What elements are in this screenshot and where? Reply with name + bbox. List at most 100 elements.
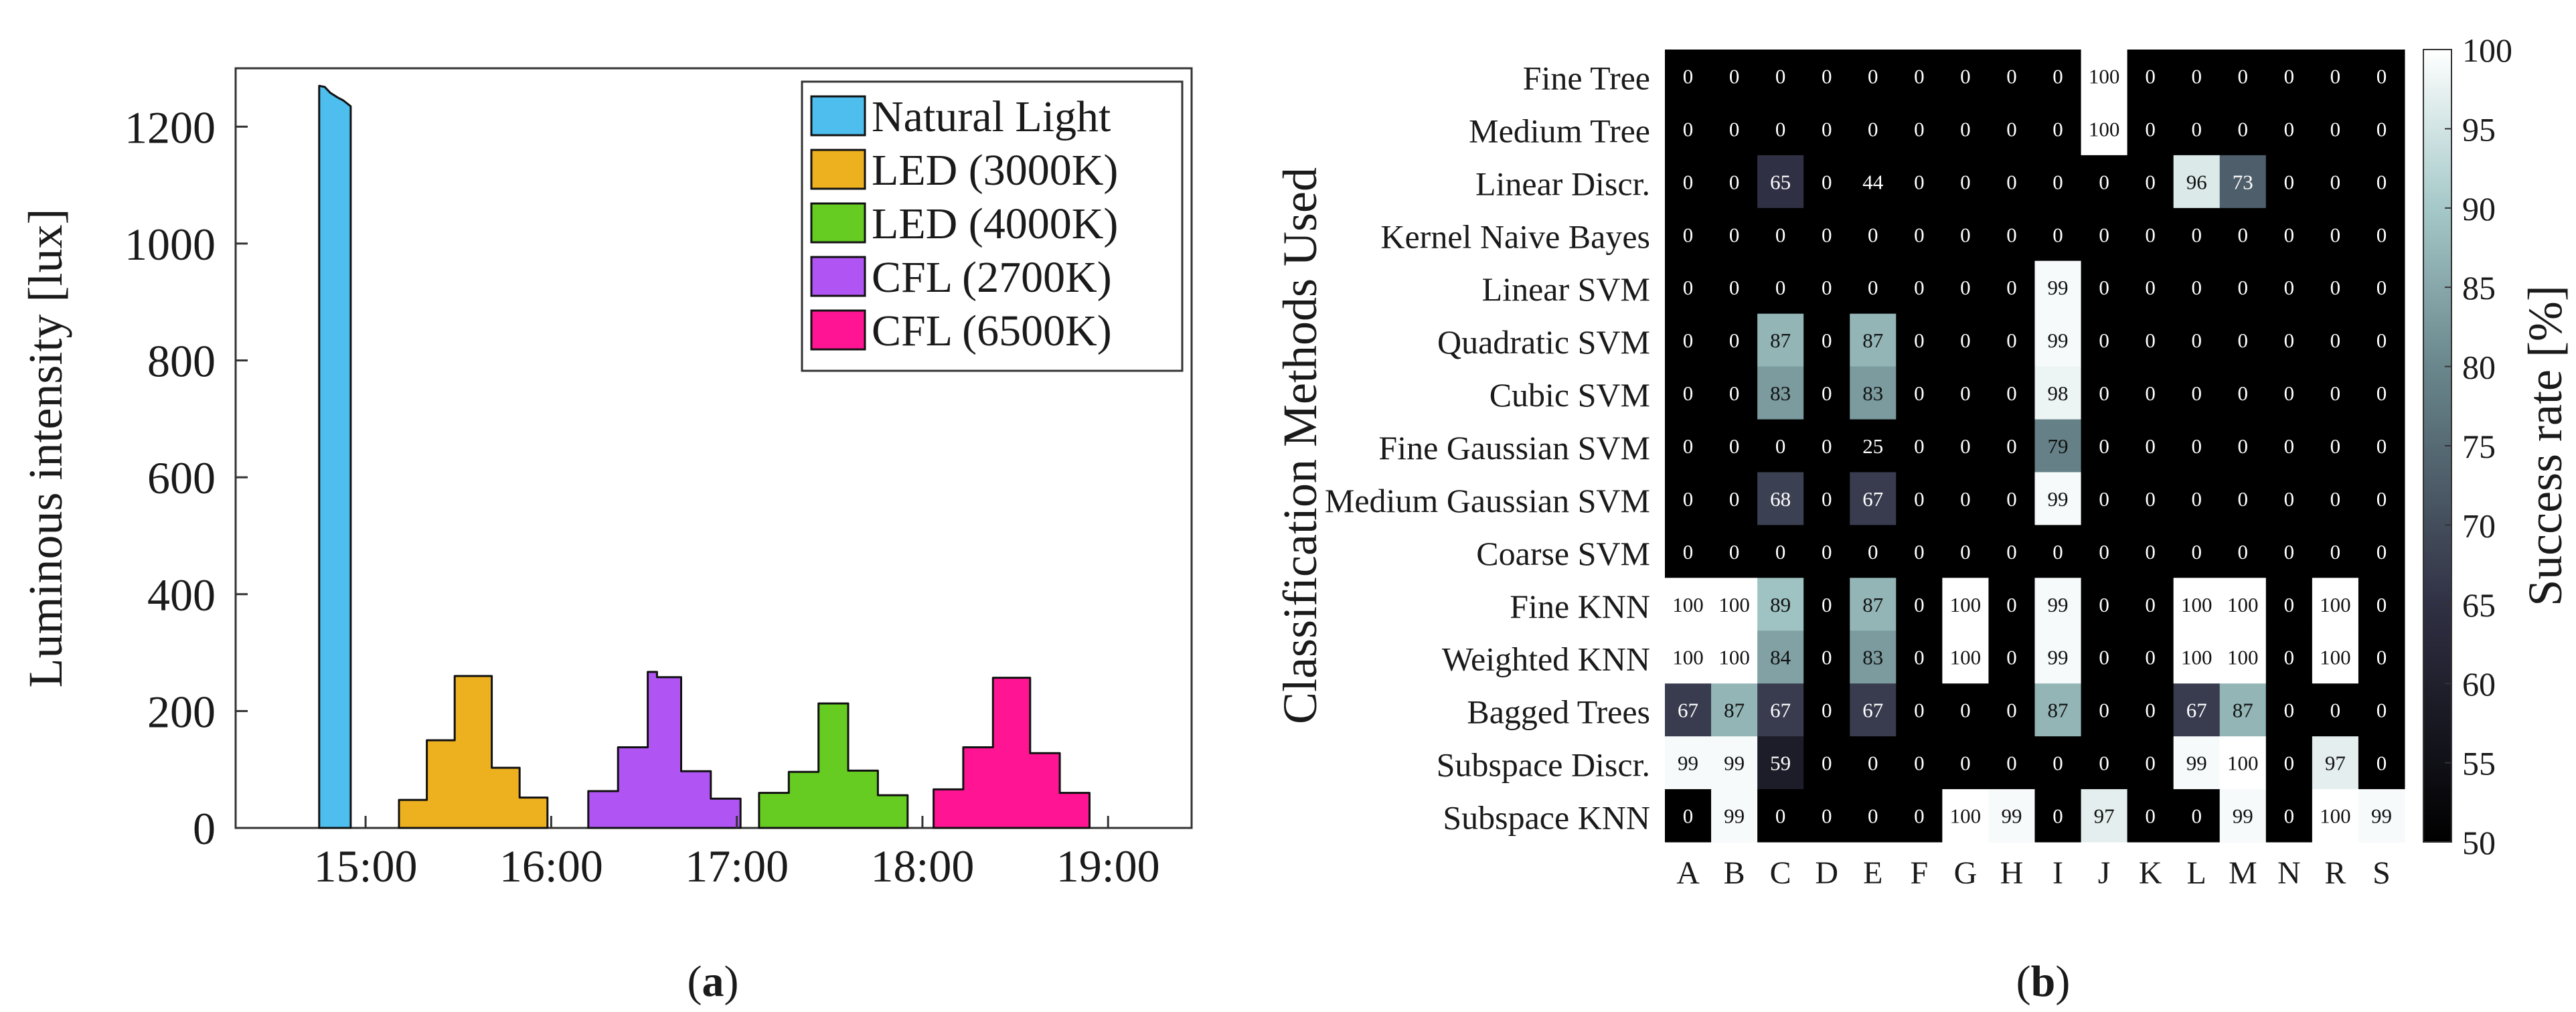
heatmap-cell bbox=[2358, 155, 2405, 209]
heatmap-cell bbox=[1757, 50, 1804, 103]
cell-value-label: 0 bbox=[1960, 699, 1971, 722]
cell-value-label: 89 bbox=[1770, 593, 1791, 616]
cell-value-label: 0 bbox=[2191, 117, 2202, 141]
heatmap-cell bbox=[1942, 736, 1989, 790]
cell-value-label: 97 bbox=[2094, 805, 2115, 828]
cell-value-label: 0 bbox=[1914, 117, 1925, 141]
heatmap-cell bbox=[2034, 102, 2082, 156]
cell-value-label: 100 bbox=[1950, 593, 1982, 616]
cell-value-label: 0 bbox=[1822, 117, 1832, 141]
heatmap-cell bbox=[2081, 207, 2128, 262]
cell-value-label: 100 bbox=[2227, 646, 2259, 669]
heatmap-cell bbox=[1757, 102, 1804, 156]
column-label: I bbox=[2052, 855, 2063, 891]
series-area-4 bbox=[933, 677, 1091, 829]
cell-value-label: 0 bbox=[1822, 593, 1832, 616]
cell-value-label: 0 bbox=[1729, 434, 1740, 458]
cell-value-label: 0 bbox=[2377, 487, 2387, 511]
heatmap-cell bbox=[1850, 260, 1897, 315]
cell-value-label: 0 bbox=[1960, 487, 1971, 511]
heatmap-cell bbox=[1757, 525, 1804, 578]
cell-value-label: 0 bbox=[2377, 223, 2387, 246]
heatmap-cell bbox=[2265, 102, 2313, 156]
heatmap-cell bbox=[1711, 472, 1758, 525]
heatmap-cell bbox=[2265, 736, 2313, 790]
cell-value-label: 87 bbox=[1770, 329, 1791, 352]
legend-label-3: CFL (2700K) bbox=[872, 253, 1112, 302]
cell-value-label: 0 bbox=[2099, 434, 2109, 458]
heatmap-cell bbox=[1988, 207, 2035, 262]
column-label: A bbox=[1676, 855, 1700, 891]
legend-swatch-2 bbox=[810, 202, 866, 244]
cell-value-label: 0 bbox=[1914, 487, 1925, 511]
row-label: Coarse SVM bbox=[1476, 535, 1650, 572]
heatmap-cell bbox=[1942, 207, 1989, 262]
cell-value-label: 0 bbox=[1822, 805, 1832, 828]
heatmap-cell bbox=[2173, 630, 2221, 684]
heatmap-cell bbox=[2173, 419, 2221, 473]
cell-value-label: 0 bbox=[1822, 540, 1832, 564]
column-label: S bbox=[2372, 855, 2391, 891]
x-tick-label: 18:00 bbox=[870, 841, 974, 892]
heatmap-cell bbox=[2127, 683, 2174, 737]
heatmap-cell bbox=[1665, 313, 1712, 367]
heatmap-cell bbox=[2034, 155, 2082, 209]
cell-value-label: 68 bbox=[1770, 487, 1791, 511]
cell-value-label: 0 bbox=[2099, 170, 2109, 193]
heatmap-cell bbox=[1942, 789, 1989, 843]
cell-value-label: 67 bbox=[1770, 699, 1791, 722]
heatmap-cell bbox=[1988, 155, 2035, 209]
cell-value-label: 99 bbox=[1724, 805, 1745, 828]
heatmap-cell bbox=[1896, 102, 1943, 156]
cell-value-label: 0 bbox=[1914, 434, 1925, 458]
heatmap-cell bbox=[1711, 50, 1758, 103]
heatmap-cell bbox=[2173, 155, 2221, 209]
cell-value-label: 0 bbox=[2284, 170, 2295, 193]
heatmap-cell bbox=[1896, 789, 1943, 843]
legend-swatch-0 bbox=[810, 95, 866, 137]
heatmap-cell bbox=[1757, 683, 1804, 737]
heatmap-cell bbox=[1711, 578, 1758, 631]
cell-value-label: 0 bbox=[1960, 434, 1971, 458]
heatmap-cell bbox=[2312, 155, 2359, 209]
row-label: Kernel Naive Bayes bbox=[1380, 218, 1650, 255]
heatmap-cell bbox=[1896, 578, 1943, 631]
heatmap-cell bbox=[2127, 630, 2174, 684]
cell-value-label: 0 bbox=[2191, 223, 2202, 246]
cell-value-label: 0 bbox=[1822, 752, 1832, 775]
heatmap-cell bbox=[2127, 260, 2174, 315]
heatmap-cell bbox=[2173, 313, 2221, 367]
heatmap-cell bbox=[1988, 683, 2035, 737]
cell-value-label: 0 bbox=[2145, 699, 2156, 722]
heatmap-cell bbox=[1757, 472, 1804, 525]
cell-value-label: 0 bbox=[1914, 382, 1925, 405]
cell-value-label: 100 bbox=[2181, 593, 2212, 616]
heatmap-cell bbox=[2034, 207, 2082, 262]
heatmap-cell bbox=[2312, 260, 2359, 315]
cell-value-label: 0 bbox=[2330, 117, 2341, 141]
heatmap-cell bbox=[2219, 260, 2267, 315]
heatmap-cell bbox=[2034, 313, 2082, 367]
cell-value-label: 97 bbox=[2325, 752, 2346, 775]
heatmap-cell bbox=[1803, 525, 1850, 578]
cell-value-label: 0 bbox=[2006, 276, 2017, 299]
cell-value-label: 100 bbox=[1672, 593, 1704, 616]
cell-value-label: 100 bbox=[1718, 593, 1750, 616]
heatmap-cell bbox=[2358, 525, 2405, 578]
cell-value-label: 0 bbox=[2330, 223, 2341, 246]
cell-value-label: 87 bbox=[2233, 699, 2253, 722]
heatmap-cell bbox=[1850, 102, 1897, 156]
legend-swatch-3 bbox=[810, 256, 866, 297]
cell-value-label: 100 bbox=[1950, 646, 1982, 669]
cell-value-label: 0 bbox=[2377, 382, 2387, 405]
cell-value-label: 98 bbox=[2048, 382, 2069, 405]
heatmap-cell bbox=[2173, 736, 2221, 790]
cell-value-label: 0 bbox=[2006, 593, 2017, 616]
cell-value-label: 0 bbox=[2006, 382, 2017, 405]
cell-value-label: 99 bbox=[1678, 752, 1698, 775]
cell-value-label: 0 bbox=[2145, 487, 2156, 511]
cell-value-label: 0 bbox=[2145, 64, 2156, 88]
heatmap-cell bbox=[2358, 630, 2405, 684]
cell-value-label: 0 bbox=[2191, 434, 2202, 458]
cell-value-label: 0 bbox=[1683, 329, 1694, 352]
